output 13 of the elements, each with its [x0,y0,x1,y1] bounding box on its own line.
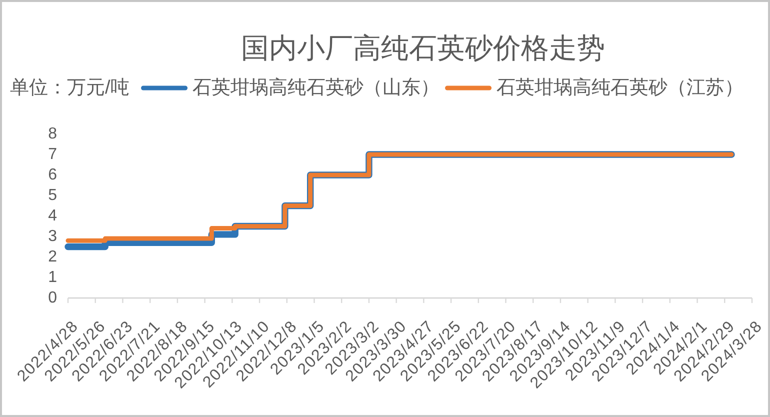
y-tick-label: 3 [48,228,58,245]
y-tick-label: 6 [48,166,58,184]
y-tick-label: 5 [48,187,58,204]
legend-label: 石英坩埚高纯石英砂（江苏） [496,76,744,98]
y-tick-label: 4 [48,208,58,224]
legend-label: 石英坩埚高纯石英砂（山东） [192,76,440,98]
y-tick-label: 0 [48,290,58,306]
y-tick-label: 2 [48,248,58,266]
y-tick-label: 1 [48,269,58,286]
chart-title: 国内小厂高纯石英砂价格走势 [241,32,605,64]
y-tick-label: 8 [48,126,58,142]
y-axis-title: 单位：万元/吨 [10,78,130,98]
y-tick-label: 7 [48,146,58,163]
